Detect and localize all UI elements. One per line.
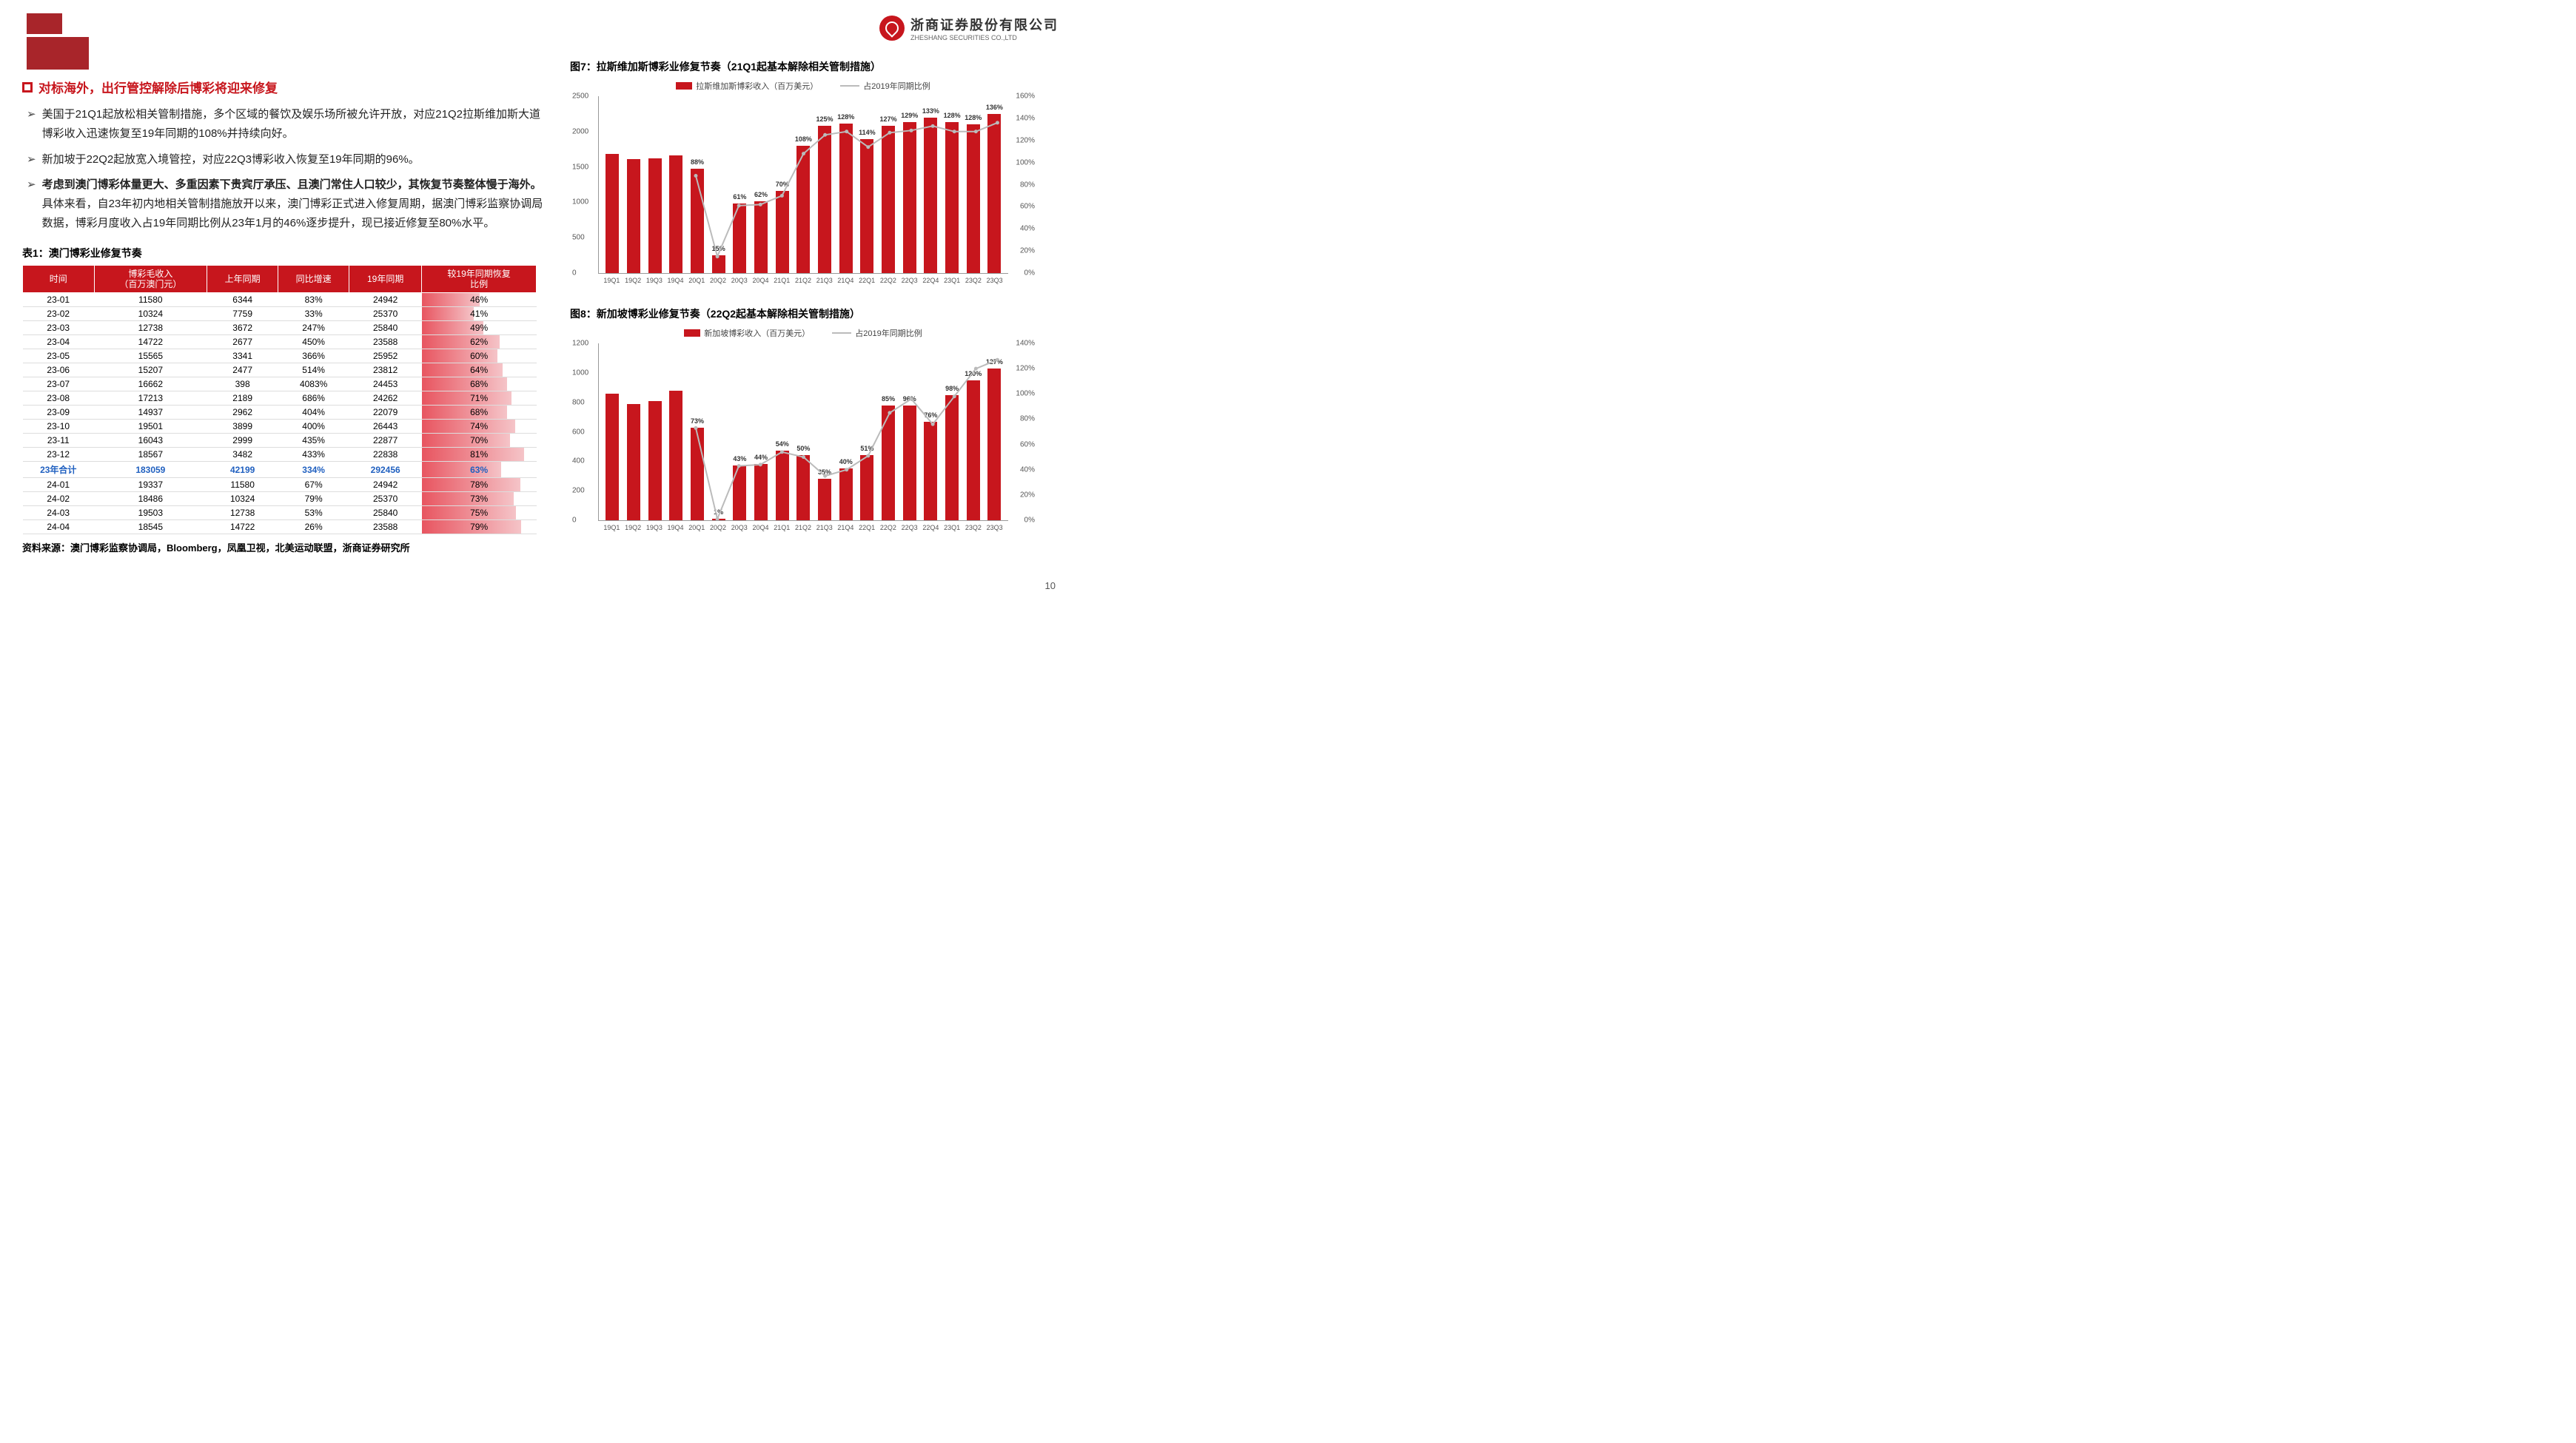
logo-en: ZHESHANG SECURITIES CO.,LTD [910,34,1059,41]
chart8-title: 图8：新加坡博彩业修复节奏（22Q2起基本解除相关管制措施） [570,306,1036,321]
macau-table: 时间博彩毛收入（百万澳门元）上年同期同比增速19年同期较19年同期恢复比例 23… [22,265,537,535]
chart8-legend: 新加坡博彩收入（百万美元） 占2019年同期比例 [570,327,1036,339]
page-number: 10 [1045,580,1056,591]
logo-cn: 浙商证券股份有限公司 [910,15,1059,34]
table-title: 表1：澳门博彩业修复节奏 [22,246,548,260]
heading-text: 对标海外，出行管控解除后博彩将迎来修复 [38,78,278,96]
source-text: 资料来源：澳门博彩监察协调局，Bloomberg，凤凰卫视，北美运动联盟，浙商证… [22,540,548,554]
decor-block-2 [27,37,89,70]
chart-8: 图8：新加坡博彩业修复节奏（22Q2起基本解除相关管制措施） 新加坡博彩收入（百… [570,306,1036,531]
chart7-legend: 拉斯维加斯博彩收入（百万美元） 占2019年同期比例 [570,80,1036,92]
company-logo: 浙商证券股份有限公司 ZHESHANG SECURITIES CO.,LTD [879,15,1059,41]
section-heading: 对标海外，出行管控解除后博彩将迎来修复 [22,78,548,96]
chart-7: 图7：拉斯维加斯博彩业修复节奏（21Q1起基本解除相关管制措施） 拉斯维加斯博彩… [570,59,1036,284]
chart7-title: 图7：拉斯维加斯博彩业修复节奏（21Q1起基本解除相关管制措施） [570,59,1036,74]
decor-block-1 [27,13,62,34]
heading-square-icon [22,82,33,92]
logo-icon [879,16,905,41]
bullet-list: ➢美国于21Q1起放松相关管制措施，多个区域的餐饮及娱乐场所被允许开放，对应21… [22,105,548,234]
